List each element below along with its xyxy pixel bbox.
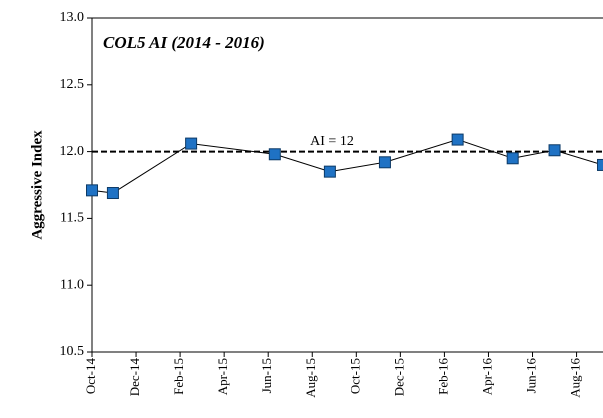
reference-label: AI = 12: [310, 134, 354, 149]
marker: [323, 165, 336, 178]
x-tick-label: Feb-15: [171, 358, 186, 395]
x-tick-label: Aug-15: [303, 358, 318, 398]
marker: [268, 148, 281, 161]
x-tick-label: Aug-16: [568, 358, 583, 398]
marker: [185, 137, 198, 150]
chart-title: COL5 AI (2014 - 2016): [103, 33, 265, 52]
marker: [506, 152, 519, 165]
y-axis-label: Aggressive Index: [29, 130, 45, 240]
x-tick-label: Oct-14: [83, 358, 98, 395]
x-tick-label: Oct-15: [347, 358, 362, 394]
x-tick-label: Jun-15: [259, 358, 274, 393]
series-line: [91, 139, 603, 194]
marker: [106, 187, 119, 200]
marker: [597, 158, 603, 171]
y-tick-label: 12.0: [60, 144, 85, 159]
y-tick-label: 11.0: [60, 277, 84, 292]
y-tick-label: 11.5: [60, 211, 84, 226]
marker: [548, 144, 561, 157]
y-tick-label: 12.5: [60, 77, 85, 92]
x-tick-label: Dec-14: [127, 358, 142, 397]
x-tick-label: Jun-16: [524, 358, 539, 394]
x-tick-label: Feb-16: [435, 358, 450, 395]
x-tick-label: Apr-16: [479, 358, 494, 396]
marker: [451, 133, 464, 146]
x-tick-label: Apr-15: [215, 358, 230, 395]
x-tick-label: Dec-15: [391, 358, 406, 396]
y-tick-label: 10.5: [60, 344, 85, 359]
y-tick-label: 13.0: [60, 10, 85, 25]
marker: [378, 156, 391, 169]
plot-frame: [91, 17, 603, 353]
marker: [86, 184, 98, 197]
